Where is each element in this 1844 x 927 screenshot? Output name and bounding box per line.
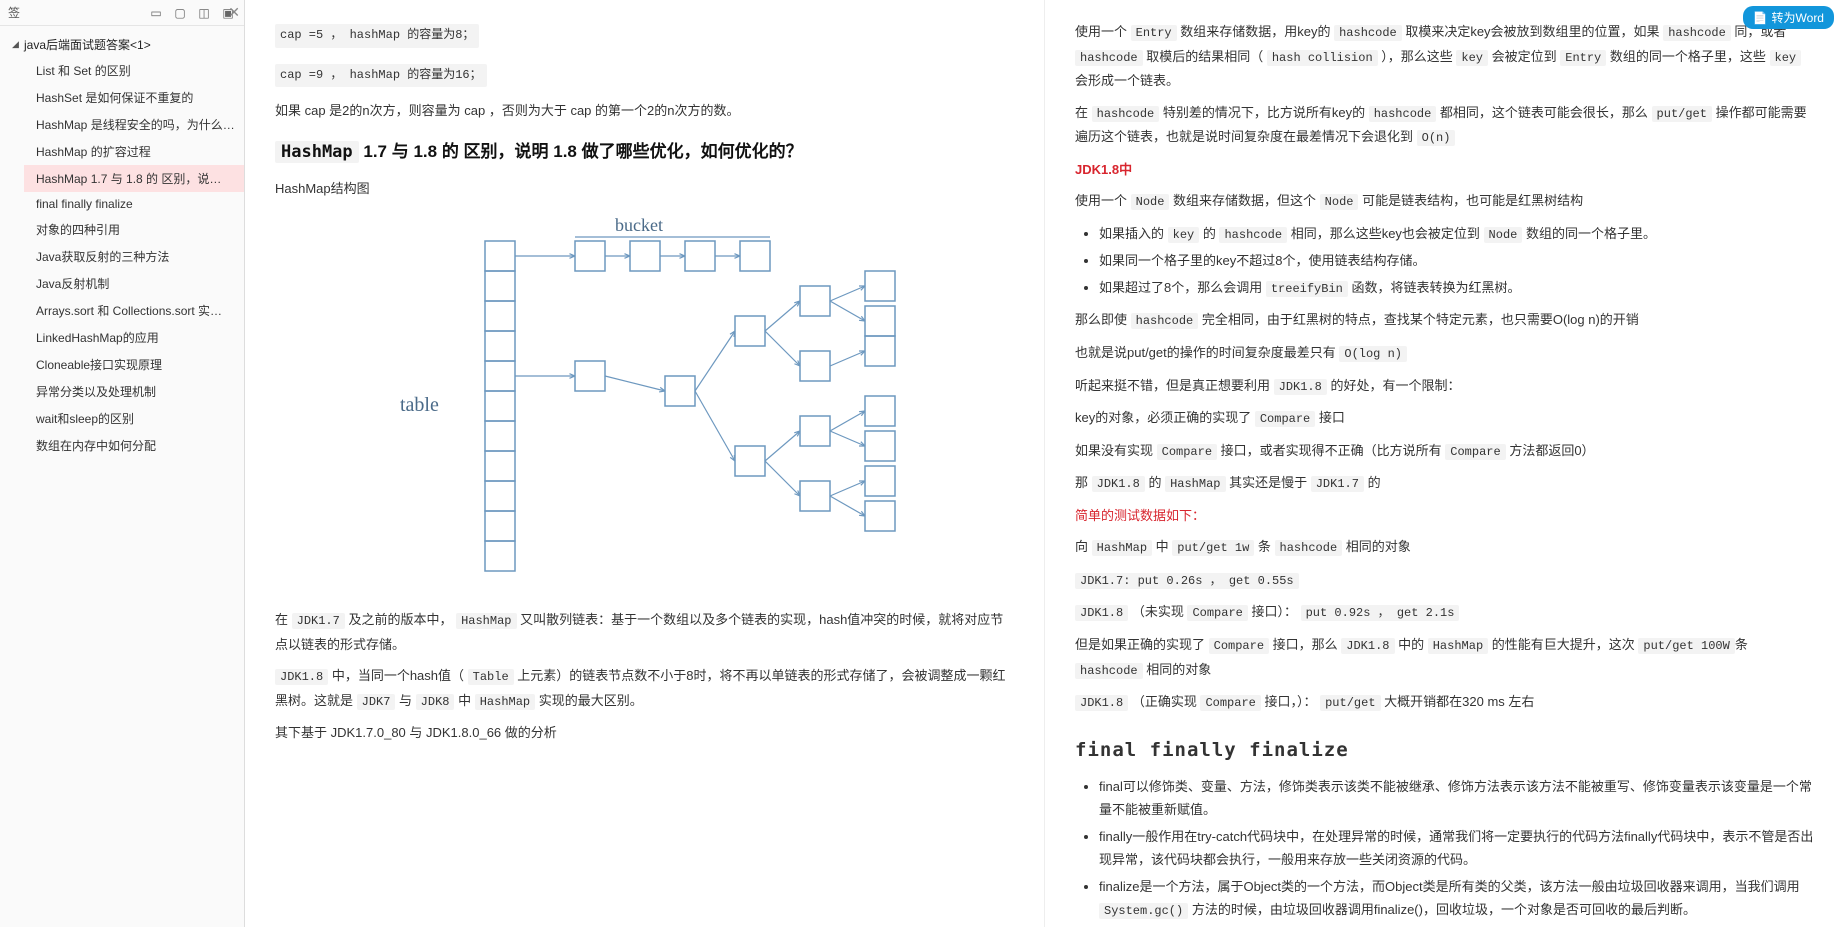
hashmap-diagram: table bucket [275, 211, 1014, 598]
word-icon: 📄 [1753, 11, 1768, 25]
para-jdk18: JDK1.8 中，当同一个hash值（ Table 上元素）的链表节点数不小于8… [275, 664, 1014, 713]
para-jdk17: 在 JDK1.7 及之前的版本中， HashMap 又叫散列链表：基于一个数组以… [275, 608, 1014, 656]
svg-text:bucket: bucket [615, 215, 663, 235]
outline-item[interactable]: Java获取反射的三种方法 [24, 243, 244, 270]
heading-jdk18: JDK1.8中 [1075, 158, 1814, 181]
para-base-version: 其下基于 JDK1.7.0_80 与 JDK1.8.0_66 做的分析 [275, 721, 1014, 744]
para-worst: 在 hashcode 特别差的情况下，比方说所有key的 hashcode 都相… [1075, 101, 1814, 150]
para-cap-rule: 如果 cap 是2的n次方，则容量为 cap ，否则为大于 cap 的第一个2的… [275, 99, 1014, 122]
list-item: finally一般作用在try-catch代码块中，在处理异常的时候，通常我们将… [1099, 825, 1814, 872]
para-correct-compare: 但是如果正确的实现了 Compare 接口，那么 JDK1.8 中的 HashM… [1075, 633, 1814, 682]
code-cap9: cap =9 ， hashMap 的容量为16； [275, 64, 487, 88]
list-item: final可以修饰类、变量、方法，修饰类表示该类不能被继承、修饰方法表示该方法不… [1099, 775, 1814, 822]
para-rbtree: 那么即使 hashcode 完全相同，由于红黑树的特点，查找某个特定元素，也只需… [1075, 308, 1814, 333]
para-test-intro: 向 HashMap 中 put/get 1w 条 hashcode 相同的对象 [1075, 535, 1814, 560]
outline-item[interactable]: 数组在内存中如何分配 [24, 432, 244, 459]
outline-item[interactable]: wait和sleep的区别 [24, 405, 244, 432]
para-limit: 听起来挺不错，但是真正想要利用 JDK1.8 的好处，有一个限制： [1075, 374, 1814, 399]
sidebar-close-icon[interactable]: ✕ [228, 4, 240, 21]
caret-down-icon: ◢ [12, 39, 22, 50]
list-item: 如果插入的 key 的 hashcode 相同，那么这些key也会被定位到 No… [1099, 222, 1814, 247]
heading-hashmap-diff: HashMap 1.7 与 1.8 的 区别，说明 1.8 做了哪些优化，如何优… [275, 137, 1014, 168]
hashmap-diagram-svg: table bucket [365, 211, 925, 591]
para-jdk17-time: JDK1.7: put 0.26s ， get 0.55s [1075, 568, 1814, 593]
sidebar-section-label: 签 [8, 4, 20, 21]
outline-item[interactable]: HashMap 是线程安全的吗，为什么… [24, 111, 244, 138]
outline-item[interactable]: 异常分类以及处理机制 [24, 378, 244, 405]
outline-item[interactable]: List 和 Set 的区别 [24, 57, 244, 84]
convert-to-word-label: 转为Word [1772, 9, 1824, 26]
para-slower: 那 JDK1.8 的 HashMap 其实还是慢于 JDK1.7 的 [1075, 471, 1814, 496]
outline-tree: ◢ java后端面试题答案<1> List 和 Set 的区别HashSet 是… [0, 26, 244, 465]
para-node: 使用一个 Node 数组来存储数据，但这个 Node 可能是链表结构，也可能是红… [1075, 189, 1814, 214]
para-nocompare: 如果没有实现 Compare 接口，或者实现得不正确（比方说所有 Compare… [1075, 439, 1814, 464]
struct-title: HashMap结构图 [275, 177, 1014, 200]
page-column-right: 使用一个 Entry 数组来存储数据，用key的 hashcode 取模来决定k… [1045, 0, 1844, 927]
document-content: cap =5 ， hashMap 的容量为8； cap =9 ， hashMap… [245, 0, 1844, 927]
outline-item[interactable]: HashMap 的扩容过程 [24, 138, 244, 165]
heading-testdata: 简单的测试数据如下： [1075, 504, 1814, 527]
outline-item[interactable]: 对象的四种引用 [24, 216, 244, 243]
heading-final: final finally finalize [1075, 733, 1814, 767]
page-column-left: cap =5 ， hashMap 的容量为8； cap =9 ， hashMap… [245, 0, 1045, 927]
list-item: 如果超过了8个，那么会调用 treeifyBin 函数，将链表转换为红黑树。 [1099, 276, 1814, 301]
outline-item[interactable]: Arrays.sort 和 Collections.sort 实… [24, 297, 244, 324]
outline-sidebar: 签 ▭ ▢ ◫ ▣ ✕ ◢ java后端面试题答案<1> List 和 Set … [0, 0, 245, 927]
para-entry: 使用一个 Entry 数组来存储数据，用key的 hashcode 取模来决定k… [1075, 20, 1814, 93]
outline-root[interactable]: ◢ java后端面试题答案<1> [0, 32, 244, 57]
outline-item[interactable]: LinkedHashMap的应用 [24, 324, 244, 351]
heading-rest: 1.7 与 1.8 的 区别，说明 1.8 做了哪些优化，如何优化的？ [359, 142, 803, 161]
outline-item[interactable]: Java反射机制 [24, 270, 244, 297]
outline-icon-1[interactable]: ▭ [148, 5, 164, 21]
svg-text:table: table [400, 394, 439, 416]
outline-item[interactable]: final finally finalize [24, 192, 244, 216]
convert-to-word-button[interactable]: 📄 转为Word [1743, 6, 1834, 29]
outline-item[interactable]: HashMap 1.7 与 1.8 的 区别，说… [24, 165, 244, 192]
outline-item[interactable]: Cloneable接口实现原理 [24, 351, 244, 378]
list-node-rules: 如果插入的 key 的 hashcode 相同，那么这些key也会被定位到 No… [1099, 222, 1814, 301]
sidebar-toolbar: 签 ▭ ▢ ◫ ▣ ✕ [0, 0, 244, 26]
list-final: final可以修饰类、变量、方法，修饰类表示该类不能被继承、修饰方法表示该方法不… [1099, 775, 1814, 923]
outline-icon-3[interactable]: ◫ [196, 5, 212, 21]
para-compare: key的对象，必须正确的实现了 Compare 接口 [1075, 406, 1814, 431]
list-item: finalize是一个方法，属于Object类的一个方法，而Object类是所有… [1099, 875, 1814, 923]
list-item: 如果同一个格子里的key不超过8个，使用链表结构存储。 [1099, 249, 1814, 272]
code-cap5: cap =5 ， hashMap 的容量为8； [275, 24, 479, 48]
para-ologn: 也就是说put/get的操作的时间复杂度最差只有 O(log n) [1075, 341, 1814, 366]
para-jdk18-time1: JDK1.8 （未实现 Compare 接口）： put 0.92s ， get… [1075, 600, 1814, 625]
outline-root-label: java后端面试题答案<1> [24, 36, 151, 53]
heading-code: HashMap [275, 141, 359, 163]
outline-icon-2[interactable]: ▢ [172, 5, 188, 21]
para-jdk18-time2: JDK1.8 （正确实现 Compare 接口，）： put/get 大概开销都… [1075, 690, 1814, 715]
outline-item[interactable]: HashSet 是如何保证不重复的 [24, 84, 244, 111]
